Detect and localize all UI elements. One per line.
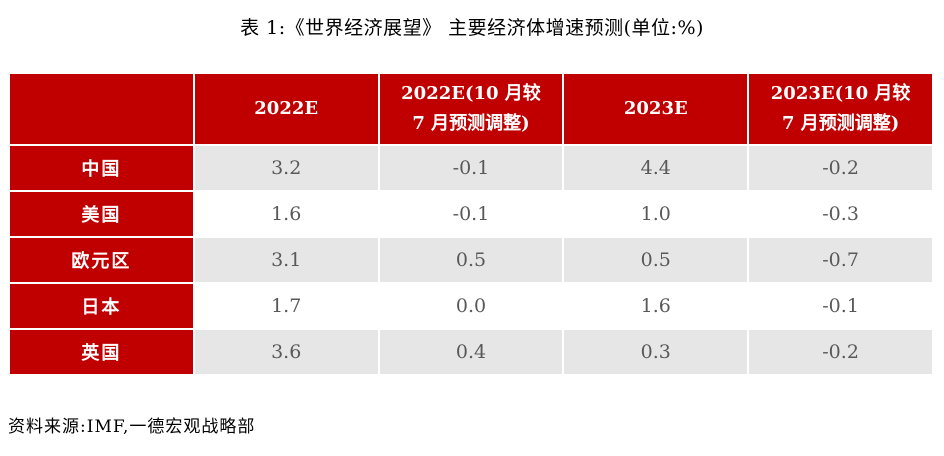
row-label-china: 中国 <box>10 146 193 190</box>
cell-us-2022e: 1.6 <box>194 192 378 236</box>
cell-us-2022e-revision: -0.1 <box>379 192 563 236</box>
cell-china-2023e: 4.4 <box>564 146 748 190</box>
cell-china-2022e: 3.2 <box>194 146 378 190</box>
cell-uk-2022e-revision: 0.4 <box>379 330 563 374</box>
cell-us-2023e-revision: -0.3 <box>749 192 932 236</box>
header-row: 2022E 2022E(10 月较 7 月预测调整) 2023E 2023E(1… <box>10 74 932 144</box>
table-row-china: 中国 3.2 -0.1 4.4 -0.2 <box>10 146 932 190</box>
table-row-eurozone: 欧元区 3.1 0.5 0.5 -0.7 <box>10 238 932 282</box>
cell-eurozone-2023e-revision: -0.7 <box>749 238 932 282</box>
header-2023e: 2023E <box>564 74 748 144</box>
header-corner-cell <box>10 74 193 144</box>
row-label-us: 美国 <box>10 192 193 236</box>
cell-eurozone-2022e-revision: 0.5 <box>379 238 563 282</box>
cell-uk-2023e-revision: -0.2 <box>749 330 932 374</box>
row-label-eurozone: 欧元区 <box>10 238 193 282</box>
source-note: 资料来源:IMF,一德宏观战略部 <box>8 417 256 437</box>
cell-uk-2023e: 0.3 <box>564 330 748 374</box>
row-label-uk: 英国 <box>10 330 193 374</box>
page-title: 表 1:《世界经济展望》 主要经济体增速预测(单位:%) <box>240 17 704 39</box>
cell-uk-2022e: 3.6 <box>194 330 378 374</box>
cell-eurozone-2023e: 0.5 <box>564 238 748 282</box>
cell-us-2023e: 1.0 <box>564 192 748 236</box>
cell-japan-2022e: 1.7 <box>194 284 378 328</box>
row-label-japan: 日本 <box>10 284 193 328</box>
cell-japan-2022e-revision: 0.0 <box>379 284 563 328</box>
header-2022e-revision: 2022E(10 月较 7 月预测调整) <box>379 74 563 144</box>
cell-china-2022e-revision: -0.1 <box>379 146 563 190</box>
table-header: 2022E 2022E(10 月较 7 月预测调整) 2023E 2023E(1… <box>10 74 932 144</box>
table-row-us: 美国 1.6 -0.1 1.0 -0.3 <box>10 192 932 236</box>
table-row-uk: 英国 3.6 0.4 0.3 -0.2 <box>10 330 932 374</box>
table-row-japan: 日本 1.7 0.0 1.6 -0.1 <box>10 284 932 328</box>
cell-japan-2023e: 1.6 <box>564 284 748 328</box>
header-2023e-revision: 2023E(10 月较 7 月预测调整) <box>749 74 932 144</box>
cell-eurozone-2022e: 3.1 <box>194 238 378 282</box>
header-2022e: 2022E <box>194 74 378 144</box>
forecast-table: 2022E 2022E(10 月较 7 月预测调整) 2023E 2023E(1… <box>8 72 934 376</box>
cell-china-2023e-revision: -0.2 <box>749 146 932 190</box>
cell-japan-2023e-revision: -0.1 <box>749 284 932 328</box>
